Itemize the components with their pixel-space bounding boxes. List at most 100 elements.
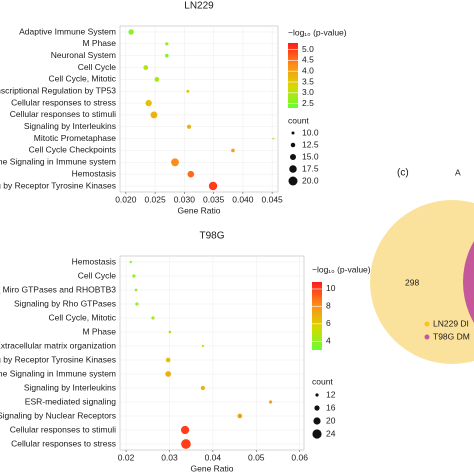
y-tick-label: M Phase (82, 38, 116, 48)
color-tick-label: 5.0 (302, 44, 314, 54)
chart-title: T98G (199, 231, 224, 242)
y-tick-label: _ Miro GTPases and RHOBTB3 (0, 284, 116, 294)
dot (186, 89, 190, 93)
dot (145, 99, 152, 107)
size-key (315, 393, 319, 397)
y-tick-label: Cell Cycle, Mitotic (48, 312, 116, 322)
y-tick-label: Cellular responses to stress (11, 438, 116, 448)
x-tick-label: 0.045 (262, 194, 284, 204)
dot (208, 181, 218, 191)
y-tick-label: Cellular responses to stress (11, 97, 116, 107)
size-key (288, 176, 298, 186)
dot (165, 42, 169, 46)
y-tick-label: Neuronal System (51, 50, 116, 60)
x-tick-label: 0.06 (291, 452, 308, 462)
size-key (314, 405, 320, 411)
size-key (290, 154, 296, 160)
size-legend-title: count (288, 115, 309, 125)
dot (168, 330, 172, 334)
dot (128, 29, 134, 35)
y-tick-label: ne Signaling in Immune system (0, 157, 116, 167)
venn-set-a (370, 200, 474, 364)
y-tick-label: Signaling by Interleukins (24, 121, 116, 131)
size-key (291, 131, 295, 135)
y-tick-label: Adaptive Immune System (19, 26, 116, 36)
venn-legend-label: LN229 DI (433, 318, 469, 328)
dot (171, 158, 179, 167)
chart-title: LN229 (184, 1, 214, 12)
venn-set-b (463, 241, 474, 323)
x-tick-label: 0.020 (115, 194, 137, 204)
dot (154, 76, 160, 82)
color-tick-label: 4.0 (302, 65, 314, 75)
color-tick-label: 8 (326, 301, 331, 311)
size-key-label: 15.0 (302, 151, 319, 161)
dot (129, 260, 133, 264)
x-tick-label: 0.04 (205, 452, 222, 462)
dot (181, 439, 191, 449)
venn-count: 298 (405, 277, 419, 287)
size-key (313, 417, 321, 425)
x-axis-label: Gene Ratio (191, 463, 234, 473)
x-tick-label: 0.035 (203, 194, 225, 204)
dot (200, 385, 205, 391)
dot (132, 274, 136, 278)
color-tick-label: 3.5 (302, 76, 314, 86)
dot (180, 425, 190, 435)
dot (186, 124, 192, 129)
x-tick-label: 0.040 (232, 194, 254, 204)
dot (134, 288, 138, 292)
color-legend-title: −log₁₀ (p-value) (288, 27, 347, 37)
size-key-label: 20.0 (302, 175, 319, 185)
color-tick-label: 2.5 (302, 98, 314, 108)
size-key-label: 24 (326, 428, 336, 438)
color-tick-label: 4 (326, 336, 331, 346)
venn-legend-label: T98G DM (433, 331, 470, 341)
size-legend-title: count (312, 376, 333, 386)
size-key-label: 17.5 (302, 163, 319, 173)
y-tick-label: Extracellular matrix organization (0, 340, 116, 350)
dot (165, 53, 169, 58)
y-tick-label: Hemostasis (72, 168, 116, 178)
dot (165, 371, 172, 377)
color-bar (288, 43, 298, 108)
color-tick-label: 10 (326, 283, 336, 293)
dot (165, 357, 171, 363)
dot (237, 413, 243, 419)
x-tick-label: 0.025 (144, 194, 166, 204)
color-tick-label: 6 (326, 318, 331, 328)
y-tick-label: ng by Receptor Tyrosine Kinases (0, 354, 116, 364)
y-tick-label: nscriptional Regulation by TP53 (0, 85, 116, 95)
y-tick-label: g by Receptor Tyrosine Kinases (0, 180, 116, 190)
dot (268, 400, 273, 404)
venn-title: A (455, 167, 461, 177)
y-tick-label: Cell Cycle Checkpoints (29, 145, 116, 155)
y-tick-label: me Signaling in Immune system (0, 368, 116, 378)
x-tick-label: 0.05 (248, 452, 265, 462)
y-tick-label: Cell Cycle (78, 270, 117, 280)
color-tick-label: 3.0 (302, 87, 314, 97)
y-tick-label: Cell Cycle, Mitotic (48, 74, 116, 84)
x-tick-label: 0.02 (118, 452, 135, 462)
color-tick-label: 4.5 (302, 55, 314, 65)
y-tick-label: M Phase (82, 326, 116, 336)
x-tick-label: 0.03 (161, 452, 178, 462)
y-tick-label: Signaling by Nuclear Receptors (0, 410, 116, 420)
size-key-label: 16 (326, 402, 336, 412)
dot (143, 65, 149, 70)
x-axis-label: Gene Ratio (178, 205, 221, 215)
size-key-label: 12 (326, 389, 336, 399)
dot (231, 148, 235, 153)
color-bar (312, 282, 322, 350)
panel-label: (c) (397, 168, 409, 179)
dot (150, 111, 158, 119)
dot (272, 137, 275, 140)
plot-panel (119, 25, 279, 193)
color-legend-title: −log₁₀ (p-value) (312, 264, 371, 274)
y-tick-label: ESR-mediated signaling (25, 396, 116, 406)
size-key-label: 10.0 (302, 127, 319, 137)
y-tick-label: Mitotic Prometaphase (34, 133, 116, 143)
dot (201, 344, 204, 348)
